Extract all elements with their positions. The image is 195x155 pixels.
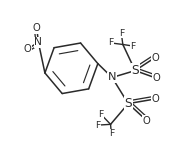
Text: S: S: [131, 64, 139, 77]
Text: F: F: [98, 110, 104, 119]
Text: O: O: [151, 94, 159, 104]
Text: F: F: [119, 29, 124, 38]
Text: F: F: [130, 42, 136, 51]
Text: O: O: [24, 44, 31, 54]
Text: O: O: [153, 73, 160, 83]
Text: N: N: [108, 73, 116, 82]
Text: F: F: [108, 38, 113, 47]
Text: O: O: [143, 115, 151, 126]
Text: N: N: [35, 37, 42, 47]
Text: F: F: [109, 129, 114, 138]
Text: O: O: [151, 53, 159, 62]
Text: O: O: [33, 23, 41, 33]
Text: S: S: [124, 97, 132, 110]
Text: F: F: [95, 121, 100, 130]
